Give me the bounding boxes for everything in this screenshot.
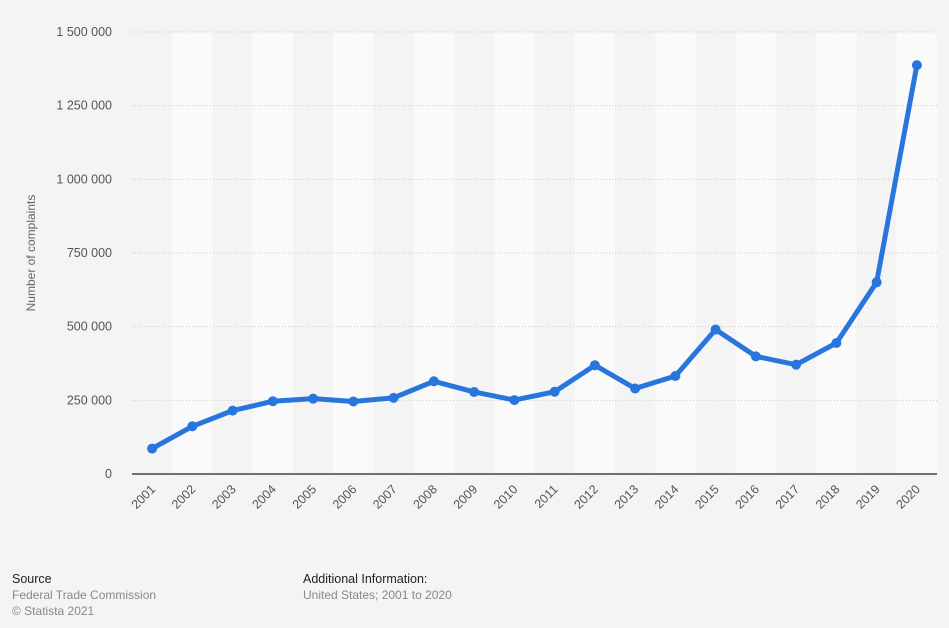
source-text[interactable]: Federal Trade Commission	[12, 588, 157, 602]
data-point-2001[interactable]	[147, 443, 158, 454]
additional-info-text: United States; 2001 to 2020	[303, 588, 452, 602]
y-tick-label: 1 250 000	[56, 99, 112, 113]
x-tick-label: 2017	[773, 482, 803, 512]
data-point-2004[interactable]	[267, 396, 278, 407]
x-tick-label: 2013	[612, 482, 642, 512]
y-tick-label: 500 000	[67, 320, 112, 334]
data-point-2002[interactable]	[187, 421, 198, 432]
x-tick-label: 2002	[169, 482, 199, 512]
y-tick-label: 0	[105, 467, 112, 481]
data-point-2020[interactable]	[911, 60, 922, 71]
y-axis-label: Number of complaints	[24, 195, 38, 312]
data-point-2017[interactable]	[791, 359, 802, 370]
x-tick-label: 2005	[290, 482, 320, 512]
x-tick-label: 2004	[249, 482, 279, 512]
data-point-2009[interactable]	[469, 386, 480, 397]
line-chart: 0 250 000 500 000 750 000 1 000 000 1 250 000…	[24, 25, 937, 512]
data-point-2005[interactable]	[308, 393, 319, 404]
additional-info-block: Additional Information: United States; 2…	[303, 571, 452, 603]
copyright: © Statista 2021	[12, 604, 95, 618]
data-point-2007[interactable]	[388, 392, 399, 403]
x-tick-label: 2012	[571, 482, 601, 512]
x-tick-label: 2019	[853, 482, 883, 512]
y-tick-label: 750 000	[67, 246, 112, 260]
data-point-2016[interactable]	[750, 351, 761, 362]
source-heading: Source	[12, 572, 52, 586]
data-point-2019[interactable]	[871, 277, 882, 288]
x-tick-label: 2016	[732, 482, 762, 512]
data-point-2012[interactable]	[589, 360, 600, 371]
x-tick-label: 2018	[813, 482, 843, 512]
x-tick-label: 2009	[451, 482, 481, 512]
y-tick-label: 1 500 000	[56, 25, 112, 39]
data-point-2018[interactable]	[831, 337, 842, 348]
data-point-2011[interactable]	[549, 386, 560, 397]
x-tick-label: 2007	[370, 482, 400, 512]
additional-info-heading: Additional Information:	[303, 572, 428, 586]
y-tick-label: 250 000	[67, 393, 112, 407]
x-tick-label: 2010	[491, 482, 521, 512]
y-tick-label: 1 000 000	[56, 172, 112, 186]
x-tick-label: 2003	[209, 482, 239, 512]
data-point-2006[interactable]	[348, 396, 359, 407]
x-tick-label: 2011	[532, 482, 561, 511]
data-point-2010[interactable]	[509, 395, 520, 406]
x-tick-label: 2001	[129, 482, 159, 512]
data-point-2013[interactable]	[630, 383, 641, 394]
series-line	[149, 62, 920, 452]
data-point-2014[interactable]	[670, 370, 681, 381]
x-tick-label: 2020	[893, 482, 923, 512]
column-band	[735, 32, 776, 474]
data-point-2003[interactable]	[227, 405, 238, 416]
x-tick-label: 2006	[330, 482, 360, 512]
x-tick-label: 2014	[652, 482, 682, 512]
x-tick-label: 2015	[692, 482, 722, 512]
x-tick-label: 2008	[410, 482, 440, 512]
source-block: Source Federal Trade Commission © Statis…	[12, 571, 156, 619]
data-point-2008[interactable]	[428, 376, 439, 387]
data-point-2015[interactable]	[710, 324, 721, 335]
